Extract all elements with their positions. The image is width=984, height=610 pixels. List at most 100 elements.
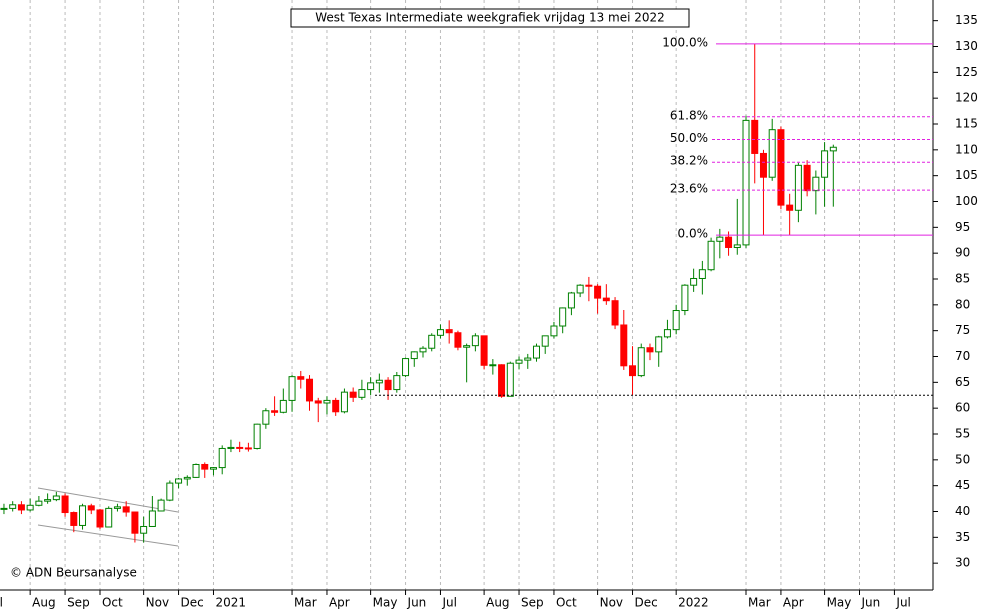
- candle-body: [44, 499, 52, 502]
- candle-body: [314, 400, 322, 404]
- candle-body: [725, 236, 733, 248]
- candle-body: [428, 334, 436, 349]
- candle-body: [279, 399, 287, 413]
- x-tick-label: Jun: [861, 596, 881, 610]
- candle-body: [297, 376, 305, 380]
- candle-body: [794, 164, 802, 211]
- candle-body: [585, 284, 593, 287]
- y-tick-label: 65: [955, 375, 970, 389]
- candle-body: [611, 300, 619, 326]
- candle-body: [87, 505, 95, 511]
- candle-body: [594, 285, 602, 299]
- candle-body: [454, 332, 462, 348]
- candle-body: [140, 525, 148, 534]
- candle-body: [35, 500, 43, 506]
- x-tick-label: Dec: [635, 596, 658, 610]
- candle-body: [70, 512, 78, 526]
- candle-body: [192, 463, 200, 478]
- candle-body: [742, 119, 750, 246]
- y-tick-label: 35: [955, 530, 970, 544]
- x-tick-label: May: [373, 596, 398, 610]
- y-tick-label: 40: [955, 504, 970, 518]
- candle-body: [113, 506, 121, 509]
- candle-body: [253, 423, 261, 449]
- x-tick-label: Dec: [181, 596, 204, 610]
- x-tick-label: Oct: [102, 596, 123, 610]
- y-tick-label: 55: [955, 427, 970, 441]
- y-tick-label: 110: [955, 142, 978, 156]
- y-tick-label: 70: [955, 349, 970, 363]
- candle-body: [445, 329, 453, 334]
- candle-body: [559, 307, 567, 327]
- x-tick-label: Jul: [895, 596, 910, 610]
- fib-label: 50.0%: [670, 131, 708, 145]
- fib-label: 61.8%: [670, 108, 708, 122]
- candle-body: [498, 364, 506, 397]
- y-tick-label: 50: [955, 452, 970, 466]
- y-tick-label: 135: [955, 13, 978, 27]
- x-tick-label: Sep: [521, 596, 544, 610]
- y-tick-label: 115: [955, 117, 978, 131]
- candle-body: [166, 482, 174, 501]
- x-tick-label: Aug: [940, 596, 963, 610]
- candle-body: [209, 467, 217, 470]
- candle-body: [183, 476, 191, 480]
- candle-body: [393, 375, 401, 391]
- y-tick-label: 105: [955, 168, 978, 182]
- y-tick-label: 90: [955, 246, 970, 260]
- candle-body: [629, 365, 637, 377]
- candle-body: [515, 359, 523, 364]
- fib-label: 23.6%: [670, 182, 708, 196]
- x-tick-label: Jun: [407, 596, 427, 610]
- chart-title: West Texas Intermediate weekgrafiek vrij…: [315, 11, 665, 25]
- x-tick-label: Nov: [146, 596, 169, 610]
- candle-body: [524, 357, 532, 361]
- candle-body: [777, 129, 785, 206]
- candle-body: [655, 336, 663, 353]
- x-tick-label: May: [827, 596, 852, 610]
- candle-body: [716, 236, 724, 242]
- watermark: © ADN Beursanalyse: [10, 566, 137, 580]
- y-tick-label: 75: [955, 323, 970, 337]
- candle-body: [751, 119, 759, 154]
- candle-body: [402, 358, 410, 377]
- candle-body: [489, 364, 497, 367]
- x-tick-label: Jul: [0, 596, 3, 610]
- candle-body: [506, 362, 514, 397]
- x-tick-label: Aug: [486, 596, 509, 610]
- candle-body: [52, 495, 60, 501]
- fib-label: 100.0%: [662, 35, 708, 49]
- trend-channel: [37, 487, 179, 513]
- candle-body: [332, 399, 340, 413]
- candle-body: [218, 447, 226, 469]
- candle-body: [821, 150, 829, 178]
- candle-body: [227, 446, 235, 449]
- x-tick-label: 2022: [678, 596, 709, 610]
- y-tick-label: 130: [955, 39, 978, 53]
- y-tick-label: 120: [955, 91, 978, 105]
- candle-body: [698, 269, 706, 279]
- candle-body: [17, 504, 25, 511]
- y-tick-label: 100: [955, 194, 978, 208]
- candle-body: [620, 324, 628, 367]
- candle-body: [471, 335, 479, 347]
- candle-body: [367, 382, 375, 391]
- candle-body: [550, 325, 558, 337]
- candle-body: [9, 504, 17, 509]
- candle-body: [236, 446, 244, 449]
- trend-channel: [37, 524, 179, 547]
- candle-body: [96, 509, 104, 528]
- candle-body: [759, 152, 767, 178]
- title-box: [290, 8, 690, 28]
- candle-body: [463, 345, 471, 348]
- candle-body: [541, 335, 549, 347]
- candle-body: [262, 410, 270, 425]
- candle-body: [271, 410, 279, 413]
- grid: Jul Aug Sep Oct Nov Dec 2021 Mar Apr May Jun Jul Aug…: [0, 0, 963, 610]
- candle-body: [175, 478, 183, 484]
- candle-body: [567, 292, 575, 309]
- candle-body: [384, 379, 392, 391]
- y-tick-label: 80: [955, 297, 970, 311]
- candle-body: [803, 164, 811, 192]
